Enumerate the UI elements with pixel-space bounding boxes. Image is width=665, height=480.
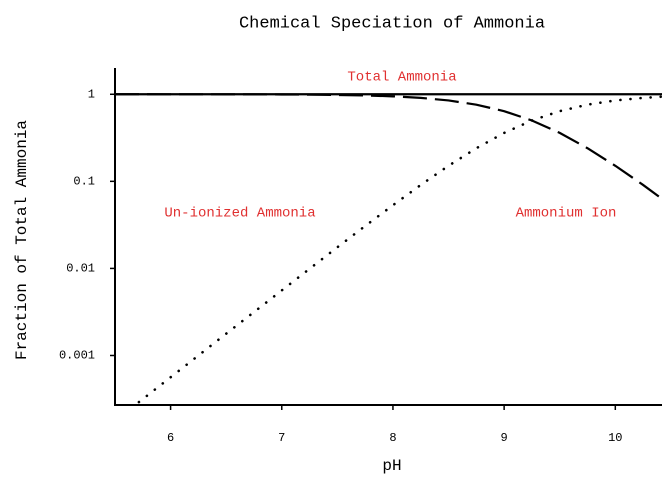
x-axis-label: pH — [382, 457, 401, 475]
line-series — [133, 95, 662, 405]
chart-title: Chemical Speciation of Ammonia — [239, 14, 545, 33]
y-tick-label: 0.01 — [66, 262, 95, 276]
annotation: Ammonium Ion — [516, 206, 617, 222]
x-tick-label: 10 — [608, 431, 622, 445]
annotation: Un-ionized Ammonia — [164, 206, 315, 222]
line-series — [115, 93, 662, 200]
y-tick-label: 0.1 — [73, 175, 95, 189]
y-tick-label: 1 — [88, 87, 95, 101]
x-tick-label: 9 — [501, 431, 508, 445]
x-tick-label: 7 — [278, 431, 285, 445]
y-tick-label: 0.001 — [59, 349, 95, 363]
y-axis-label: Fraction of Total Ammonia — [13, 120, 31, 360]
x-tick-label: 8 — [389, 431, 396, 445]
x-tick-label: 6 — [167, 431, 174, 445]
annotation: Total Ammonia — [347, 70, 456, 86]
